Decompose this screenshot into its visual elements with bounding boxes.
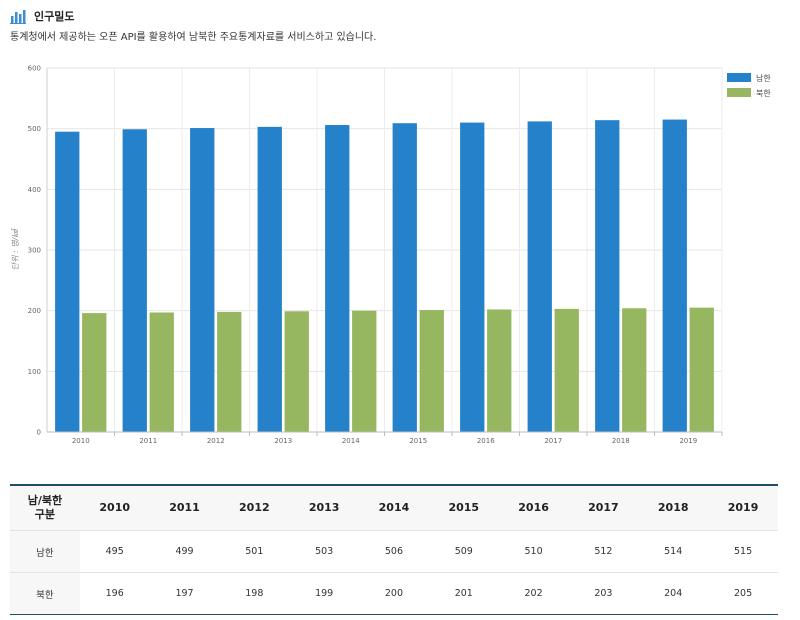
title-row: 인구밀도	[10, 6, 790, 26]
table-year-header: 2017	[568, 485, 639, 531]
bar-south-2016	[460, 122, 485, 432]
table-cell: 515	[708, 530, 778, 573]
bar-south-2015	[392, 123, 417, 432]
table-cell: 514	[638, 530, 709, 573]
table-cell: 203	[568, 572, 639, 615]
bar-south-2012	[190, 128, 215, 432]
y-tick-label: 100	[28, 368, 41, 376]
chart-grid	[46, 67, 723, 432]
table-row: 남한 495 499 501 503 506 509 510 512 514 515	[10, 530, 778, 573]
page-header: 인구밀도 통계청에서 제공하는 오픈 API를 활용하여 남북한 주요통계자료를…	[10, 6, 790, 43]
legend-swatch-north	[727, 88, 751, 97]
x-tick-label: 2019	[679, 437, 697, 445]
bar-north-2015	[419, 310, 444, 432]
table-year-header: 2014	[359, 485, 429, 531]
y-tick-label: 500	[28, 125, 41, 133]
page-description: 통계청에서 제공하는 오픈 API를 활용하여 남북한 주요통계자료를 서비스하…	[10, 32, 377, 43]
bar-south-2017	[527, 121, 552, 433]
x-tick-label: 2011	[139, 437, 157, 445]
bar-chart-icon	[10, 8, 26, 24]
x-tick-label: 2017	[544, 437, 562, 445]
table-cell: 503	[289, 530, 360, 573]
table-row: 북한 196 197 198 199 200 201 202 203 204 205	[10, 572, 778, 615]
table-cell: 197	[149, 572, 220, 615]
table-year-header: 2010	[79, 485, 150, 531]
y-tick-label: 300	[28, 247, 41, 255]
bar-north-2014	[352, 310, 377, 432]
y-axis: 0 100 200 300 400 500 600	[28, 65, 48, 437]
bar-north-2010	[82, 313, 107, 432]
table-cell: 509	[428, 530, 499, 573]
table-year-header: 2016	[498, 485, 569, 531]
bar-south-2010	[55, 131, 80, 432]
bar-north-2016	[487, 309, 512, 432]
legend-swatch-south	[727, 73, 751, 82]
bar-south-2014	[325, 125, 350, 432]
legend-label-north: 북한	[756, 89, 771, 98]
bar-north-2017	[554, 308, 579, 432]
legend-label-south: 남한	[756, 74, 771, 83]
corner-bottom-label: 구분	[34, 508, 56, 521]
table-body: 남한 495 499 501 503 506 509 510 512 514 515 북한 196 197…	[10, 530, 778, 615]
bar-south-2019	[662, 119, 687, 433]
x-tick-label: 2016	[477, 437, 495, 445]
table-cell: 510	[498, 530, 569, 573]
bar-south-2018	[595, 120, 620, 432]
table-year-header: 2012	[219, 485, 290, 531]
table-cell: 499	[149, 530, 220, 573]
table-cell: 495	[79, 530, 150, 573]
y-tick-label: 600	[28, 65, 41, 73]
table-cell: 202	[498, 572, 569, 615]
bar-north-2011	[149, 312, 174, 432]
bar-north-2013	[284, 311, 309, 432]
table-cell: 506	[359, 530, 429, 573]
y-axis-label: 단위 : 명/㎢	[11, 228, 20, 271]
bar-north-2012	[217, 311, 242, 432]
table-cell: 205	[708, 572, 778, 615]
table-cell: 199	[289, 572, 360, 615]
x-tick-label: 2012	[207, 437, 225, 445]
x-tick-label: 2013	[274, 437, 292, 445]
table-row-label: 북한	[10, 572, 80, 615]
table-year-header: 2019	[708, 485, 778, 531]
y-tick-label: 400	[28, 186, 41, 194]
chart-bars	[55, 119, 714, 433]
bar-north-2019	[689, 307, 714, 432]
table-cell: 196	[79, 572, 150, 615]
bar-north-2018	[622, 308, 647, 432]
table-year-header: 2011	[149, 485, 220, 531]
bar-south-2011	[122, 129, 147, 433]
table-cell: 200	[359, 572, 429, 615]
population-density-chart: 0 100 200 300 400 500 600 2010 2011 2012 2013 2014…	[11, 65, 771, 446]
x-tick-label: 2014	[342, 437, 360, 445]
y-tick-label: 0	[37, 429, 41, 437]
table-cell: 201	[428, 572, 499, 615]
table-year-header: 2015	[428, 485, 499, 531]
table-year-header: 2013	[289, 485, 360, 531]
page-title: 인구밀도	[34, 10, 75, 23]
table-header-row: 남/북한 구분 2010 2011 2012 2013 2014 2015 2016 2017…	[10, 485, 778, 531]
table-corner-header: 남/북한 구분	[10, 485, 80, 531]
x-axis: 2010 2011 2012 2013 2014 2015 2016 2017 2018 2019	[47, 431, 723, 445]
x-tick-label: 2010	[72, 437, 90, 445]
table-cell: 198	[219, 572, 290, 615]
table-year-header: 2018	[638, 485, 709, 531]
table-row-label: 남한	[10, 530, 80, 573]
corner-top-label: 남/북한	[27, 494, 63, 507]
data-table: 남/북한 구분 2010 2011 2012 2013 2014 2015 2016 2017…	[10, 484, 778, 615]
y-tick-label: 200	[28, 307, 41, 315]
bar-south-2013	[257, 126, 282, 432]
table-cell: 512	[568, 530, 639, 573]
table-cell: 204	[638, 572, 709, 615]
x-tick-label: 2015	[409, 437, 427, 445]
x-tick-label: 2018	[612, 437, 630, 445]
table-cell: 501	[219, 530, 290, 573]
